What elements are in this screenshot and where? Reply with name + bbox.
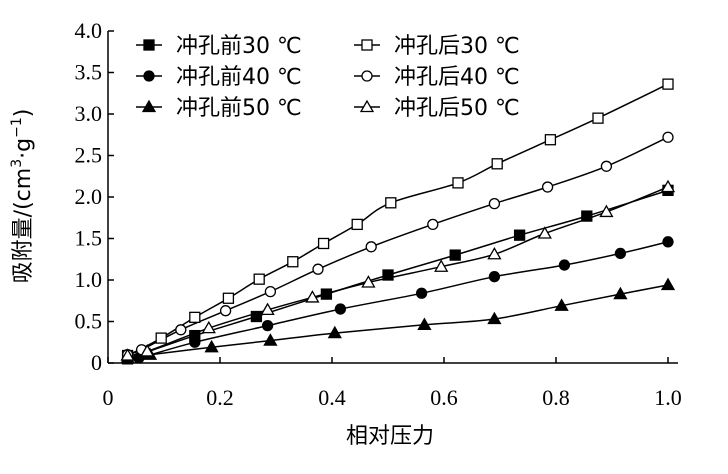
data-point-series-5 xyxy=(660,179,676,193)
x-tick-label: 0.6 xyxy=(430,385,458,410)
y-tick-label: 1.5 xyxy=(75,226,103,251)
data-point-series-1 xyxy=(385,197,397,209)
y-axis-label-end: ) xyxy=(11,109,36,118)
data-point-series-5 xyxy=(260,302,275,316)
data-point-series-1 xyxy=(189,311,201,324)
data-point-series-1 xyxy=(662,78,674,90)
data-point-series-1 xyxy=(317,237,330,250)
data-point-series-3 xyxy=(175,324,187,336)
y-tick-label: 0.5 xyxy=(75,309,103,334)
data-point-series-2 xyxy=(334,303,347,315)
data-point-series-4 xyxy=(417,317,432,330)
legend: 冲孔前30 ℃ 冲孔后30 ℃ 冲孔前40 ℃ 冲孔后40 ℃ 冲孔前50 ℃ 冲孔后50… xyxy=(136,34,520,121)
legend-marker-4 xyxy=(141,99,157,113)
y-tick-label: 2.0 xyxy=(75,184,103,209)
legend-label-0: 冲孔前30 ℃ xyxy=(176,34,302,59)
x-tick-label: 1.0 xyxy=(654,385,682,410)
legend-marker-3 xyxy=(361,70,373,82)
data-point-series-3 xyxy=(427,218,439,231)
data-point-series-1 xyxy=(351,218,363,231)
data-point-series-1 xyxy=(544,134,557,146)
data-point-series-3 xyxy=(312,263,324,275)
data-point-series-1 xyxy=(222,292,235,304)
x-tick-label: 0 xyxy=(103,385,114,410)
data-point-series-2 xyxy=(488,271,501,283)
data-point-series-5 xyxy=(140,344,155,357)
data-point-series-4 xyxy=(204,339,219,353)
legend-marker-2 xyxy=(143,70,155,82)
y-axis-label-sup2: −1 xyxy=(9,117,25,138)
data-point-series-5 xyxy=(537,226,552,239)
data-point-series-1 xyxy=(452,177,464,189)
legend-label-4: 冲孔前50 ℃ xyxy=(176,96,302,121)
data-point-series-0 xyxy=(382,269,394,281)
data-point-series-5 xyxy=(599,204,614,218)
data-point-series-2 xyxy=(189,336,201,348)
data-point-series-3 xyxy=(541,181,554,193)
legend-label-3: 冲孔后40 ℃ xyxy=(394,65,520,90)
data-point-series-3 xyxy=(264,285,277,298)
y-tick-label: 3.0 xyxy=(75,101,103,126)
legend-marker-1 xyxy=(361,39,373,51)
y-axis-label: 吸附量/(cm3·g−1) xyxy=(9,109,36,284)
data-point-series-1 xyxy=(155,332,167,344)
data-point-series-4 xyxy=(554,298,569,311)
data-point-series-3 xyxy=(488,197,501,210)
data-point-series-1 xyxy=(287,256,299,268)
data-point-series-0 xyxy=(320,288,333,300)
legend-marker-0 xyxy=(143,39,155,51)
data-point-series-4 xyxy=(327,325,342,339)
tick-labels: 0 0.5 1.0 1.5 2.0 2.5 3.0 3.5 4.0 0 0.2 0.4 0.6 0.8 1.… xyxy=(75,18,682,410)
data-point-series-5 xyxy=(361,275,376,288)
data-point-series-3 xyxy=(365,241,377,253)
data-point-series-2 xyxy=(614,247,627,260)
data-point-series-1 xyxy=(253,273,265,285)
series-line-4 xyxy=(127,284,669,359)
x-axis-label: 相对压力 xyxy=(346,424,434,449)
data-point-series-2 xyxy=(662,236,674,248)
data-point-series-2 xyxy=(261,319,274,332)
y-axis-label-sup1: 3 xyxy=(9,159,25,168)
data-point-series-4 xyxy=(263,333,278,346)
data-point-series-4 xyxy=(613,286,628,300)
data-point-series-5 xyxy=(434,259,449,272)
series-line-2 xyxy=(127,241,669,361)
data-point-series-5 xyxy=(120,348,135,361)
data-point-series-1 xyxy=(592,112,604,124)
data-point-series-2 xyxy=(558,259,571,271)
y-tick-label: 0 xyxy=(91,350,102,375)
data-point-series-2 xyxy=(415,287,428,299)
series-lines xyxy=(127,83,669,361)
legend-marker-5 xyxy=(359,99,375,113)
legend-label-2: 冲孔前40 ℃ xyxy=(176,65,302,90)
data-point-series-5 xyxy=(305,290,320,303)
y-tick-label: 3.5 xyxy=(75,60,103,85)
x-tick-label: 0.8 xyxy=(542,385,570,410)
y-tick-label: 4.0 xyxy=(75,18,103,43)
legend-label-1: 冲孔后30 ℃ xyxy=(394,34,520,59)
y-axis-label-mid: ·g xyxy=(11,138,36,159)
data-point-series-0 xyxy=(581,210,593,222)
y-tick-label: 1.0 xyxy=(75,267,103,292)
data-point-series-4 xyxy=(487,311,502,325)
data-point-series-3 xyxy=(600,160,613,172)
legend-label-5: 冲孔后50 ℃ xyxy=(394,96,520,121)
data-point-series-0 xyxy=(513,229,526,241)
data-point-series-3 xyxy=(662,131,674,143)
data-point-series-5 xyxy=(487,246,502,260)
data-point-series-0 xyxy=(250,310,263,323)
y-axis-label-main: 吸附量/(cm xyxy=(11,168,36,284)
x-tick-label: 0.4 xyxy=(318,385,346,410)
axes xyxy=(107,30,678,364)
data-point-series-0 xyxy=(449,249,461,261)
y-tick-label: 2.5 xyxy=(75,143,103,168)
data-point-series-3 xyxy=(219,305,232,317)
data-point-series-4 xyxy=(660,277,676,291)
series-markers xyxy=(120,78,676,365)
data-point-series-5 xyxy=(201,320,216,334)
data-point-series-1 xyxy=(491,158,503,170)
x-tick-label: 0.2 xyxy=(206,385,234,410)
